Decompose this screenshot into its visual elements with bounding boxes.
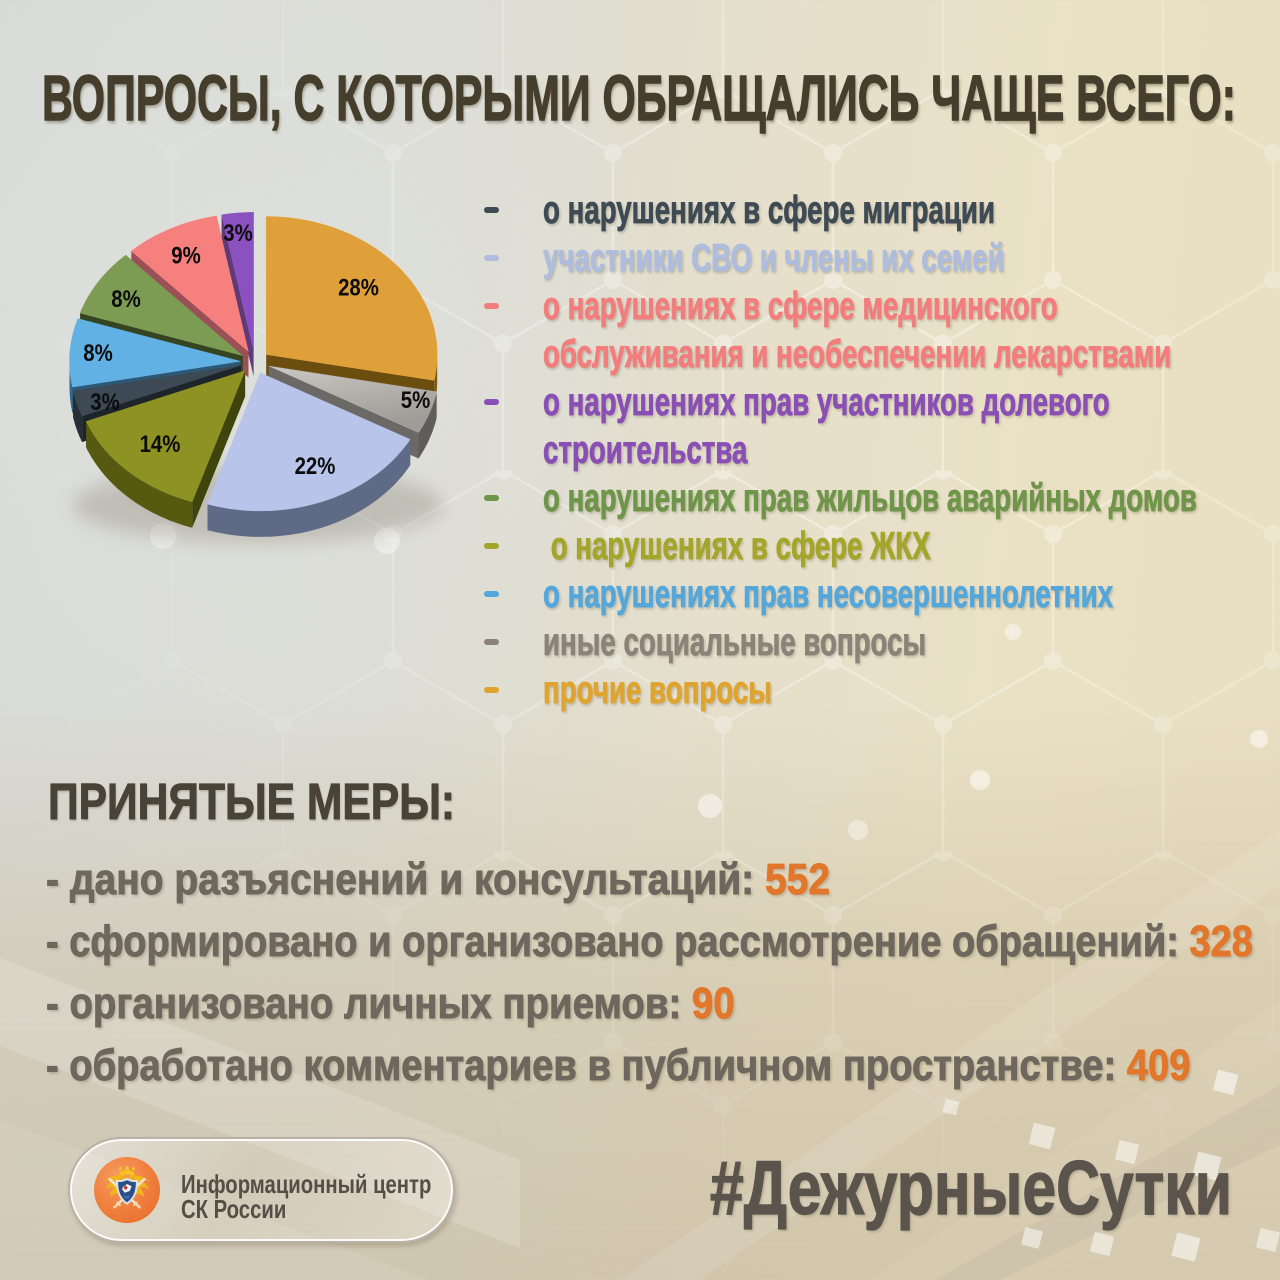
svg-text:8%: 8% xyxy=(111,286,141,313)
svg-text:3%: 3% xyxy=(223,220,253,247)
svg-text:3%: 3% xyxy=(90,389,120,416)
svg-text:5%: 5% xyxy=(401,387,431,414)
svg-text:8%: 8% xyxy=(83,340,113,367)
svg-text:28%: 28% xyxy=(338,274,379,301)
svg-text:14%: 14% xyxy=(140,431,181,458)
svg-text:9%: 9% xyxy=(171,242,201,269)
svg-text:22%: 22% xyxy=(295,453,336,480)
